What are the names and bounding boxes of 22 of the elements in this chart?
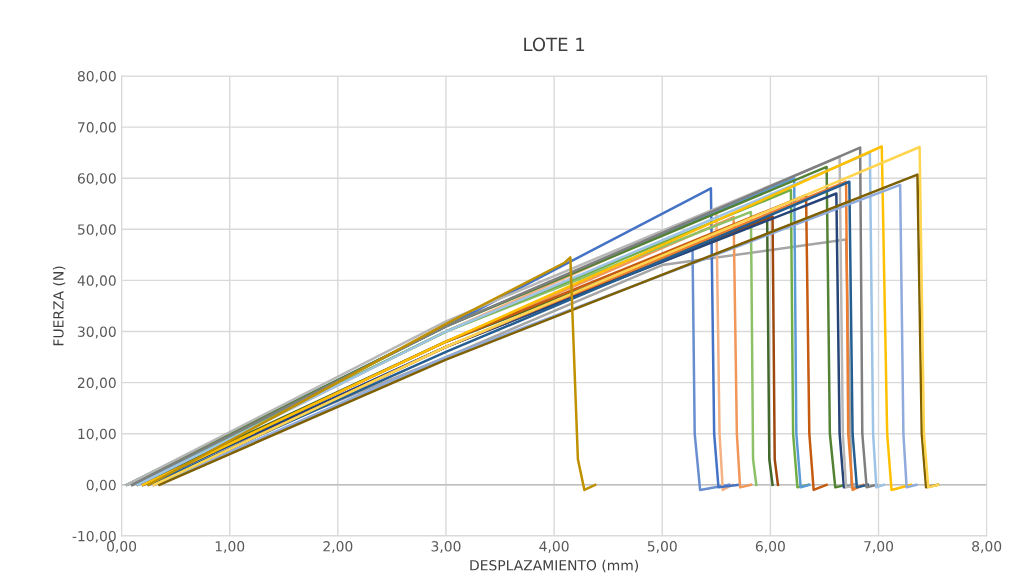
x-tick-label: 6,00 [755, 541, 785, 553]
y-tick-label: 50,00 [78, 224, 116, 237]
y-axis-title: FUERZA (N) [52, 266, 66, 346]
x-tick-label: 0,00 [107, 541, 137, 553]
y-tick-label: 70,00 [78, 122, 116, 134]
y-tick-label: 20,00 [77, 377, 116, 390]
y-tick-label: 30,00 [78, 326, 116, 339]
y-tick-label: 60,00 [77, 173, 116, 186]
y-tick-label: 40,00 [77, 275, 116, 288]
x-tick-label: 7,00 [864, 541, 894, 553]
x-tick-label: 1,00 [215, 541, 245, 553]
x-tick-label: 4,00 [539, 541, 569, 553]
chart-title: LOTE 1 [524, 37, 585, 52]
y-tick-label: 80,00 [77, 70, 116, 83]
y-tick-label: -10,00 [72, 530, 116, 543]
x-tick-label: 2,00 [323, 541, 353, 553]
x-tick-label: 8,00 [972, 541, 1002, 553]
y-tick-label: 10,00 [78, 428, 116, 441]
x-tick-label: 3,00 [431, 541, 461, 553]
y-tick-label: 0,00 [86, 479, 116, 492]
x-axis-title: DESPLAZAMIENTO (mm) [470, 559, 639, 573]
x-tick-label: 5,00 [647, 541, 677, 553]
